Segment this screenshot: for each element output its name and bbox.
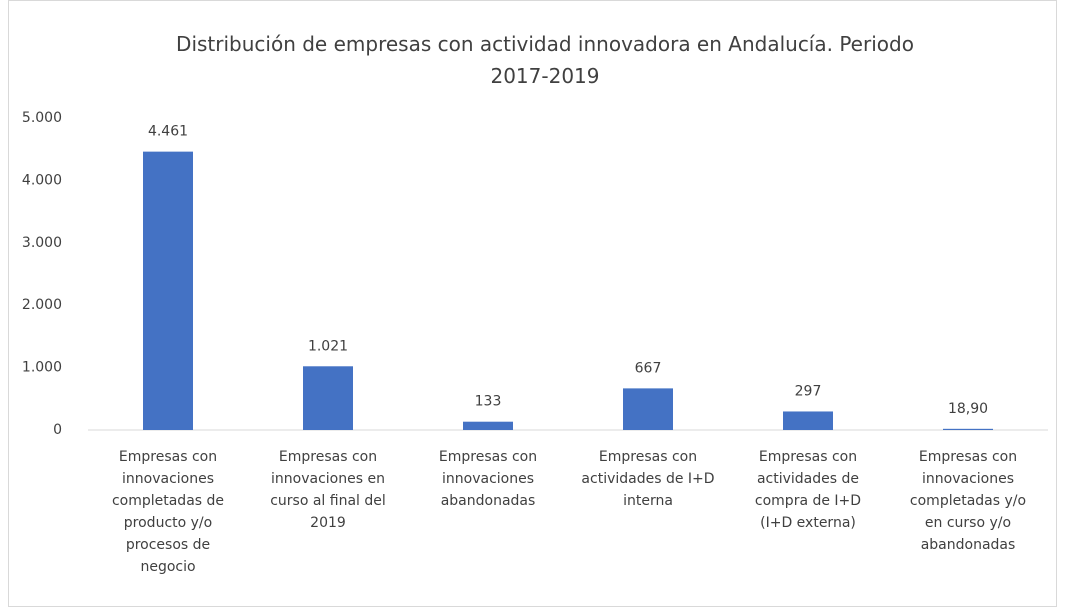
text-line: negocio (140, 559, 195, 575)
y-tick-label: 1.000 (22, 360, 62, 376)
text-line: innovaciones en (271, 471, 385, 487)
y-tick-label: 4.000 (22, 172, 62, 188)
text-line: Empresas con (279, 449, 377, 465)
text-line: procesos de (126, 537, 210, 553)
data-label: 133 (475, 394, 502, 410)
text-line: innovaciones (122, 471, 214, 487)
text-line: en curso y/o (925, 515, 1011, 531)
text-line: curso al final del (270, 493, 386, 509)
text-line: 2019 (310, 515, 346, 531)
text-line: completadas y/o (910, 493, 1026, 509)
text-line: Empresas con (439, 449, 537, 465)
text-line: actividades de I+D (581, 471, 714, 487)
text-line: abandonadas (441, 493, 536, 509)
text-line: innovaciones (922, 471, 1014, 487)
text-line: (I+D externa) (760, 515, 856, 531)
chart-title: Distribución de empresas con actividad i… (176, 32, 914, 88)
x-tick-label: Empresas con innovaciones completadas y/o e… (910, 449, 1026, 553)
data-label: 4.461 (148, 124, 188, 140)
bar (623, 388, 673, 430)
y-tick-label: 5.000 (22, 110, 62, 126)
x-tick-label: Empresas con actividades de I+D interna (581, 449, 714, 509)
data-label: 18,90 (948, 401, 988, 417)
x-tick-label: Empresas con innovaciones en curso al fina… (270, 449, 386, 531)
text-line: producto y/o (124, 515, 212, 531)
text-line: completadas de (112, 493, 224, 509)
y-tick-label: 2.000 (22, 297, 62, 313)
text-line: actividades de (757, 471, 859, 487)
text-line: innovaciones (442, 471, 534, 487)
y-tick-label: 3.000 (22, 235, 62, 251)
data-label: 1.021 (308, 338, 348, 354)
y-tick-label: 0 (53, 422, 62, 438)
text-line: interna (623, 493, 673, 509)
bar (783, 411, 833, 430)
text-line: Empresas con (919, 449, 1017, 465)
data-label: 297 (795, 383, 822, 399)
bar (463, 421, 513, 430)
data-label: 667 (635, 360, 662, 376)
text-line: 2017-2019 (490, 64, 599, 88)
text-line: Distribución de empresas con actividad i… (176, 32, 914, 56)
text-line: Empresas con (599, 449, 697, 465)
bar (943, 428, 993, 430)
bar (143, 151, 193, 430)
text-line: abandonadas (921, 537, 1016, 553)
text-line: Empresas con (759, 449, 857, 465)
text-line: compra de I+D (755, 493, 861, 509)
x-tick-label: Empresas con actividades de compra de I+D (… (755, 449, 861, 531)
text-line: Empresas con (119, 449, 217, 465)
bar (303, 366, 353, 430)
x-tick-label: Empresas con innovaciones completadas de pr… (112, 449, 224, 575)
x-tick-label: Empresas con innovaciones abandonadas (439, 449, 537, 509)
